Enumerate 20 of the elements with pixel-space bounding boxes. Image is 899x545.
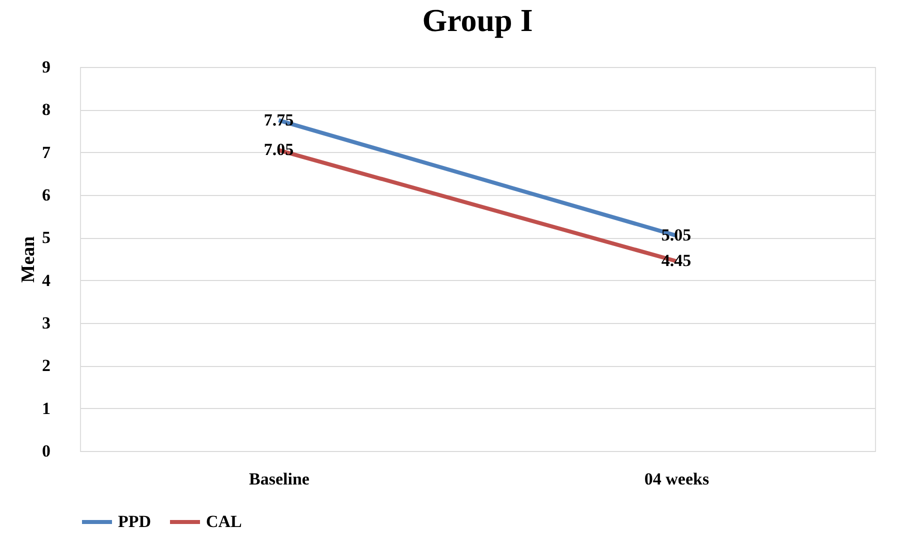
x-tick-label: Baseline	[249, 470, 310, 488]
data-label: 5.05	[661, 226, 692, 245]
y-tick-label: 6	[42, 186, 50, 204]
legend-label: CAL	[206, 512, 242, 531]
y-axis-title: Mean	[18, 236, 39, 283]
y-tick-label: 3	[42, 314, 50, 332]
y-tick-label: 1	[42, 398, 50, 418]
y-tick-label: 9	[42, 58, 50, 76]
data-label: 7.75	[264, 110, 294, 130]
y-tick-label: 0	[42, 442, 50, 460]
y-tick-label: 7	[42, 142, 51, 162]
chart-title: Group I	[422, 2, 533, 38]
y-tick-label: 2	[42, 356, 50, 376]
data-label: 7.05	[264, 140, 294, 160]
y-tick-label: 5	[42, 228, 50, 248]
legend-label: PPD	[118, 512, 152, 531]
data-label: 4.45	[661, 251, 692, 270]
y-tick-label: 8	[42, 100, 50, 120]
y-tick-label: 4	[42, 270, 51, 290]
x-tick-label: 04 weeks	[644, 470, 710, 488]
